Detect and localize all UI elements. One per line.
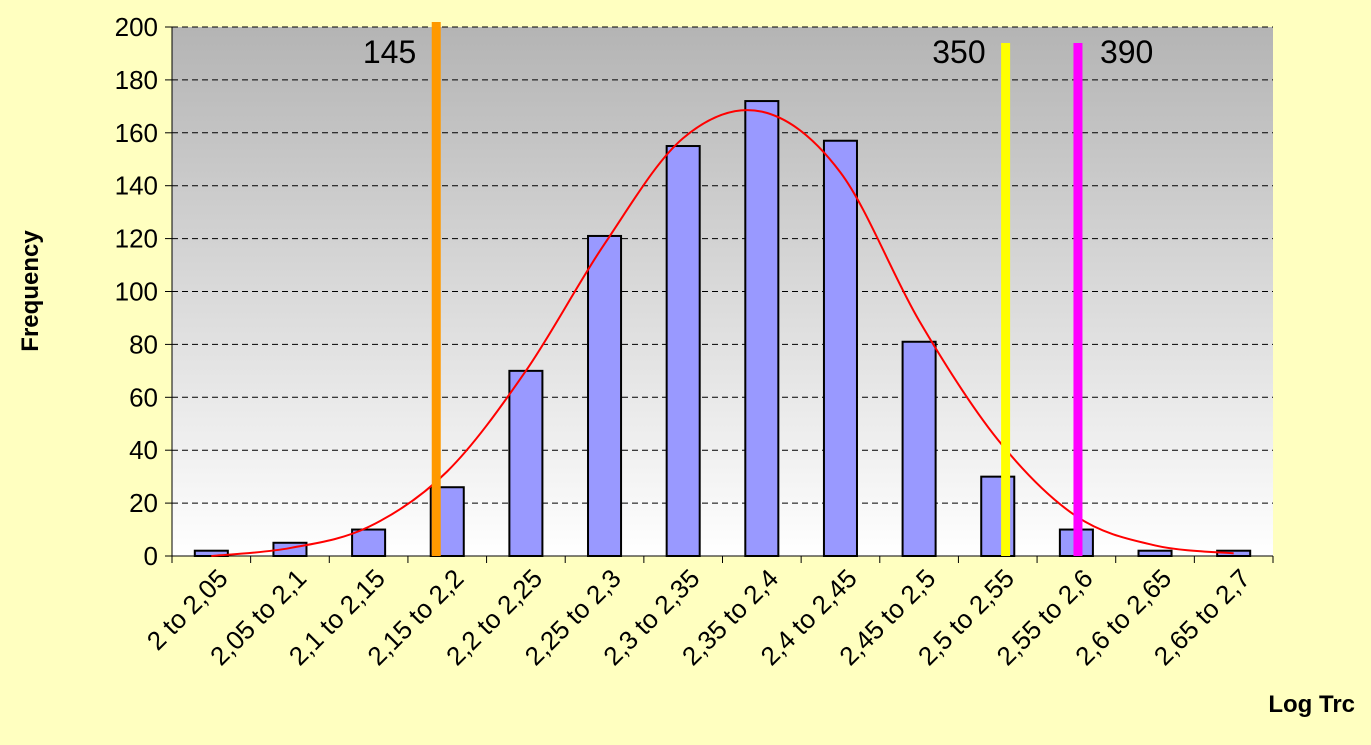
y-tick-label: 140 [115, 171, 158, 201]
y-tick-label: 80 [129, 329, 158, 359]
bar [1137, 549, 1173, 558]
bar [1216, 549, 1252, 558]
y-tick-label: 20 [129, 488, 158, 518]
bar [901, 340, 937, 557]
bar [665, 145, 701, 557]
bar [587, 234, 623, 558]
marker-label: 350 [932, 34, 985, 70]
y-tick-label: 160 [115, 118, 158, 148]
y-tick-label: 0 [144, 541, 158, 571]
bar [744, 100, 780, 557]
y-tick-label: 200 [115, 12, 158, 42]
y-tick-label: 180 [115, 65, 158, 95]
bar [351, 528, 387, 557]
y-tick-label: 60 [129, 382, 158, 412]
y-tick-label: 100 [115, 277, 158, 307]
marker-label: 390 [1100, 34, 1153, 70]
marker-label: 145 [363, 34, 416, 70]
bar [508, 369, 544, 557]
bar [822, 139, 858, 558]
y-tick-label: 40 [129, 435, 158, 465]
x-axis-label: Log Trc [1268, 691, 1355, 718]
fit-curve [211, 109, 1234, 557]
y-axis-label: Frequency [17, 230, 44, 352]
y-tick-label: 120 [115, 224, 158, 254]
